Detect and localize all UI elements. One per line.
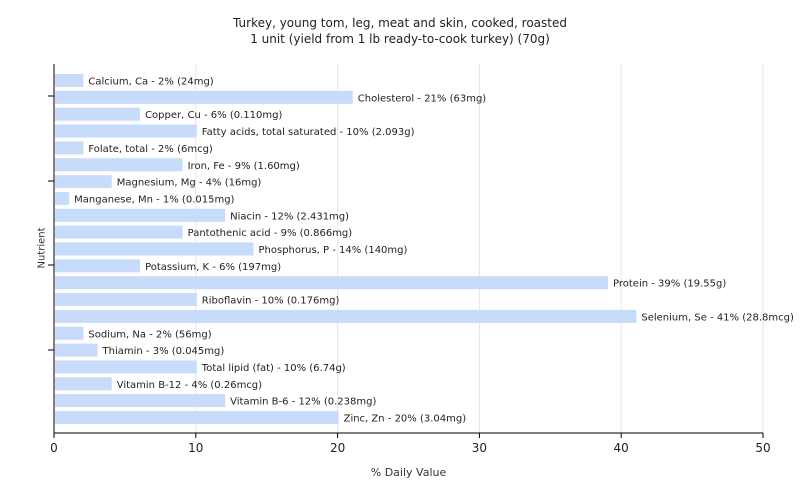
bar-label: Manganese, Mn - 1% (0.015mg) [74, 194, 234, 205]
x-tick-label: 40 [614, 441, 629, 455]
bar-label: Magnesium, Mg - 4% (16mg) [117, 178, 262, 189]
bar [55, 208, 226, 222]
bar [55, 225, 183, 239]
bar-label: Thiamin - 3% (0.045mg) [102, 346, 225, 357]
bar [55, 326, 84, 340]
bar [55, 394, 226, 408]
bar [55, 343, 98, 357]
bar [55, 191, 70, 205]
bar [55, 411, 339, 424]
bar [55, 360, 197, 374]
bar [55, 74, 84, 87]
bar [55, 175, 112, 189]
x-tick-label: 10 [188, 441, 203, 455]
bar [55, 309, 637, 323]
bar [55, 259, 141, 273]
bar-label: Niacin - 12% (2.431mg) [230, 211, 349, 222]
bar [55, 377, 112, 391]
y-axis-label: Nutrient [36, 227, 48, 269]
bar-label: Calcium, Ca - 2% (24mg) [88, 77, 213, 88]
x-tick-label: 30 [472, 441, 487, 455]
x-axis-label: % Daily Value [370, 466, 447, 479]
bar-label: Copper, Cu - 6% (0.110mg) [145, 110, 282, 121]
bar-label: Vitamin B-6 - 12% (0.238mg) [230, 397, 376, 408]
bar-label: Sodium, Na - 2% (56mg) [88, 329, 211, 340]
bar-label: Phosphorus, P - 14% (140mg) [259, 245, 408, 256]
chart-title: Turkey, young tom, leg, meat and skin, c… [233, 16, 567, 30]
bar [55, 242, 254, 256]
bar-label: Fatty acids, total saturated - 10% (2.09… [202, 127, 415, 138]
x-tick-label: 50 [755, 441, 770, 455]
bar-label: Riboflavin - 10% (0.176mg) [202, 296, 340, 307]
bar-label: Pantothenic acid - 9% (0.866mg) [188, 228, 353, 239]
bar-label: Potassium, K - 6% (197mg) [145, 262, 281, 273]
bar [55, 124, 197, 138]
chart-subtitle: 1 unit (yield from 1 lb ready-to-cook tu… [250, 32, 550, 46]
bar-label: Folate, total - 2% (6mcg) [88, 144, 213, 155]
bar-label: Cholesterol - 21% (63mg) [358, 93, 487, 104]
x-tick-label: 0 [50, 441, 58, 455]
bar-label: Vitamin B-12 - 4% (0.26mcg) [117, 380, 262, 391]
bar [55, 90, 353, 104]
bar-label: Selenium, Se - 41% (28.8mcg) [641, 312, 794, 323]
bar-label: Total lipid (fat) - 10% (6.74g) [201, 363, 346, 374]
bar-label: Zinc, Zn - 20% (3.04mg) [344, 414, 467, 425]
bar-label: Protein - 39% (19.55g) [613, 279, 726, 290]
x-tick-label: 20 [330, 441, 345, 455]
bar [55, 293, 197, 307]
bar-label: Iron, Fe - 9% (1.60mg) [188, 161, 300, 172]
bar [55, 276, 609, 290]
bar [55, 158, 183, 172]
bar [55, 107, 141, 121]
bar [55, 141, 84, 155]
